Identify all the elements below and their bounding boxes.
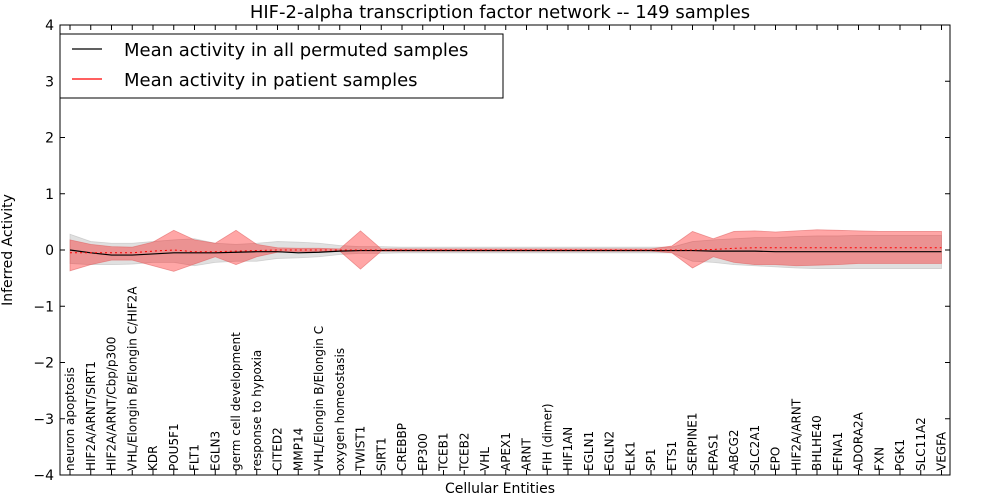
y-tick-label: 2 bbox=[45, 131, 54, 147]
x-tick-label: EGLN2 bbox=[603, 431, 617, 471]
legend-box bbox=[59, 33, 504, 99]
x-tick-label: TCEB2 bbox=[457, 433, 471, 472]
y-tick-label: 3 bbox=[45, 74, 54, 90]
y-tick-label: −1 bbox=[33, 299, 54, 315]
x-tick-label: FXN bbox=[872, 447, 886, 471]
legend-label-permuted: Mean activity in all permuted samples bbox=[124, 40, 468, 61]
line-permuted bbox=[69, 249, 942, 256]
x-tick-label: EFNA1 bbox=[831, 432, 845, 471]
x-tick-label: VEGFA bbox=[935, 431, 949, 471]
x-tick-label: MMP14 bbox=[291, 428, 305, 471]
x-tick-label: APEX1 bbox=[499, 432, 513, 471]
x-tick-label: VHL/Elongin B/Elongin C bbox=[312, 326, 326, 471]
x-tick-label: KDR bbox=[146, 446, 160, 471]
x-tick-label: EPO bbox=[769, 447, 783, 471]
x-tick-label: germ cell development bbox=[229, 332, 243, 471]
y-axis-label: Inferred Activity bbox=[0, 194, 16, 306]
x-tick-label: CREBBP bbox=[395, 423, 409, 471]
x-tick-label: VHL/Elongin B/Elongin C/HIF2A bbox=[125, 286, 139, 471]
x-tick-label: BHLHE40 bbox=[810, 415, 824, 471]
x-tick-label: EP300 bbox=[416, 433, 430, 471]
x-tick-label: EGLN1 bbox=[582, 431, 596, 471]
x-tick-label: POU5F1 bbox=[167, 423, 181, 471]
x-tick-label: HIF2A/ARNT/SIRT1 bbox=[84, 361, 98, 471]
y-axis: −4 −3 −2 −1 0 1 2 3 4 bbox=[33, 18, 950, 484]
legend-label-patient: Mean activity in patient samples bbox=[124, 70, 418, 91]
y-tick-label: −4 bbox=[33, 468, 54, 484]
x-tick-label: SERPINE1 bbox=[686, 412, 700, 471]
y-tick-label: −3 bbox=[33, 412, 54, 428]
x-tick-label: ADORA2A bbox=[852, 411, 866, 471]
x-tick-label: response to hypoxia bbox=[250, 350, 264, 471]
chart-title: HIF-2-alpha transcription factor network… bbox=[250, 2, 750, 23]
x-tick-label: SIRT1 bbox=[374, 437, 388, 471]
legend: Mean activity in all permuted samples Me… bbox=[59, 33, 504, 99]
y-tick-label: 1 bbox=[45, 187, 54, 203]
y-tick-label: −2 bbox=[33, 356, 54, 372]
y-tick-label: 4 bbox=[45, 18, 54, 34]
x-tick-label: VHL bbox=[478, 447, 492, 471]
x-tick-label: HIF2A/ARNT bbox=[789, 398, 803, 471]
x-tick-label: oxygen homeostasis bbox=[333, 348, 347, 471]
x-tick-label: FIH (dimer) bbox=[540, 403, 554, 471]
x-tick-label: FLT1 bbox=[188, 444, 202, 471]
x-tick-label: HIF1AN bbox=[561, 427, 575, 471]
x-tick-label: SLC11A2 bbox=[914, 417, 928, 471]
x-tick-label: CITED2 bbox=[271, 427, 285, 471]
x-tick-label: SLC2A1 bbox=[748, 425, 762, 471]
x-tick-label: EPAS1 bbox=[706, 433, 720, 471]
x-axis: neuron apoptosis HIF2A/ARNT/SIRT1 HIF2A/AR… bbox=[63, 25, 949, 475]
series-lines bbox=[69, 247, 942, 256]
x-tick-label: TWIST1 bbox=[354, 426, 368, 472]
x-tick-label: ARNT bbox=[520, 437, 534, 471]
x-tick-label: neuron apoptosis bbox=[63, 367, 77, 471]
x-tick-label: ETS1 bbox=[665, 441, 679, 471]
x-tick-label: TCEB1 bbox=[437, 433, 451, 472]
line-patient bbox=[70, 247, 942, 254]
x-tick-label: PGK1 bbox=[893, 439, 907, 471]
y-tick-label: 0 bbox=[45, 243, 54, 259]
x-tick-label: EGLN3 bbox=[208, 431, 222, 471]
x-tick-label: SP1 bbox=[644, 449, 658, 472]
x-tick-label: HIF2A/ARNT/Cbp/p300 bbox=[105, 337, 119, 471]
x-axis-label: Cellular Entities bbox=[445, 481, 555, 497]
x-tick-label: ELK1 bbox=[623, 441, 637, 471]
x-tick-label: ABCG2 bbox=[727, 429, 741, 471]
